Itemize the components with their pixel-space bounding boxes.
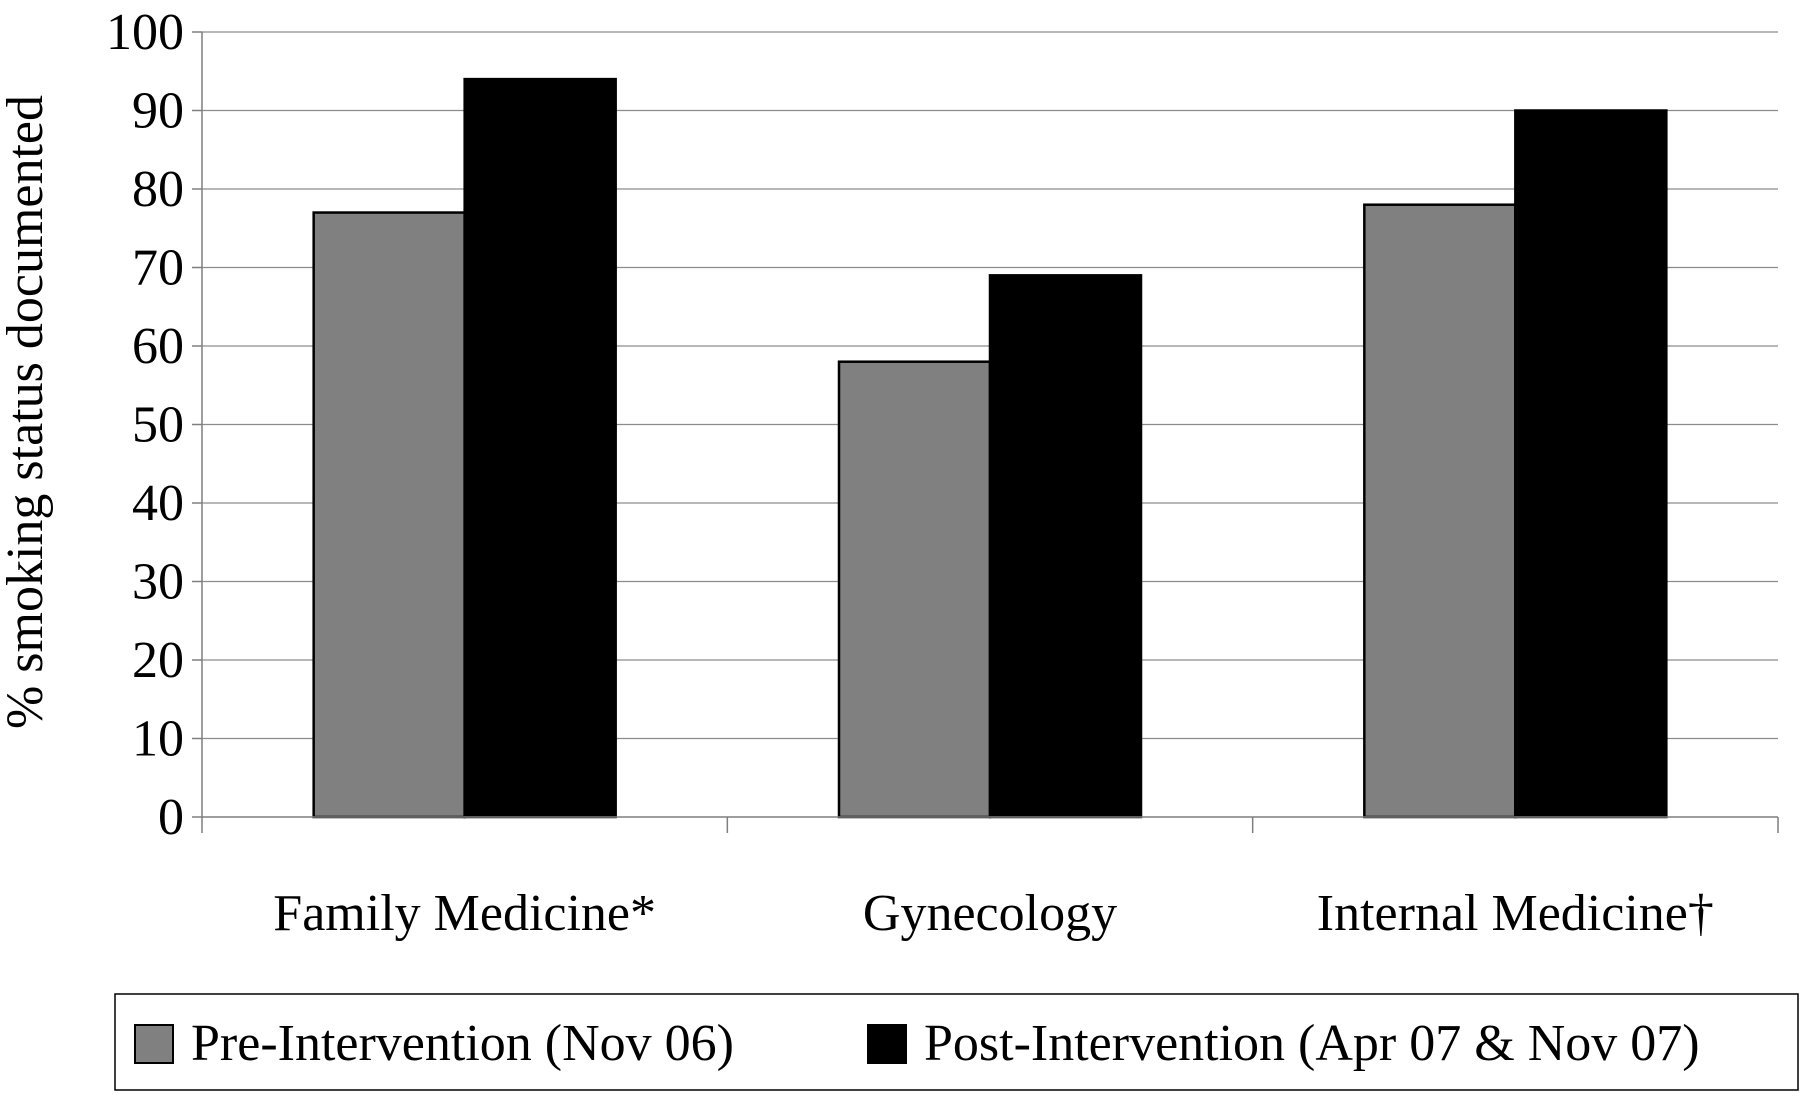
y-tick-labels: 0 10 20 30 40 50 60 70 80 90 100 xyxy=(106,4,184,846)
y-axis-title: % smoking status documented xyxy=(0,95,54,729)
x-category-labels: Family Medicine* Gynecology Internal Medic… xyxy=(273,885,1714,942)
legend: Pre-Intervention (Nov 06) Post-Intervent… xyxy=(114,993,1799,1091)
bar-pre-1 xyxy=(837,360,992,819)
bar-post-2 xyxy=(1514,109,1668,819)
legend-swatch-pre xyxy=(134,1024,174,1064)
y-tick-label: 50 xyxy=(132,397,184,454)
y-tick-label: 80 xyxy=(132,161,184,218)
legend-label-pre: Pre-Intervention (Nov 06) xyxy=(191,1015,734,1072)
x-category-label: Internal Medicine† xyxy=(1317,885,1714,942)
bar-pre-0 xyxy=(312,211,466,819)
bar-pre-2 xyxy=(1363,203,1517,819)
y-tick-label: 20 xyxy=(132,632,184,689)
bar-post-1 xyxy=(988,274,1143,819)
legend-label-post: Post-Intervention (Apr 07 & Nov 07) xyxy=(924,1015,1700,1072)
x-category-label: Gynecology xyxy=(863,885,1117,942)
y-tick-label: 100 xyxy=(106,4,184,61)
y-tick-label: 30 xyxy=(132,554,184,611)
legend-frame xyxy=(114,993,1799,1091)
x-category-label: Family Medicine* xyxy=(273,885,656,942)
y-tick-label: 60 xyxy=(132,318,184,375)
y-tick-label: 90 xyxy=(132,83,184,140)
y-tick-label: 70 xyxy=(132,240,184,297)
y-tick-label: 10 xyxy=(132,711,184,768)
axes xyxy=(192,31,1779,833)
legend-swatch-post xyxy=(867,1024,907,1064)
y-tick-label: 40 xyxy=(132,475,184,532)
y-tick-label: 0 xyxy=(158,789,184,846)
bars xyxy=(312,77,1668,819)
bar-post-0 xyxy=(463,77,617,819)
